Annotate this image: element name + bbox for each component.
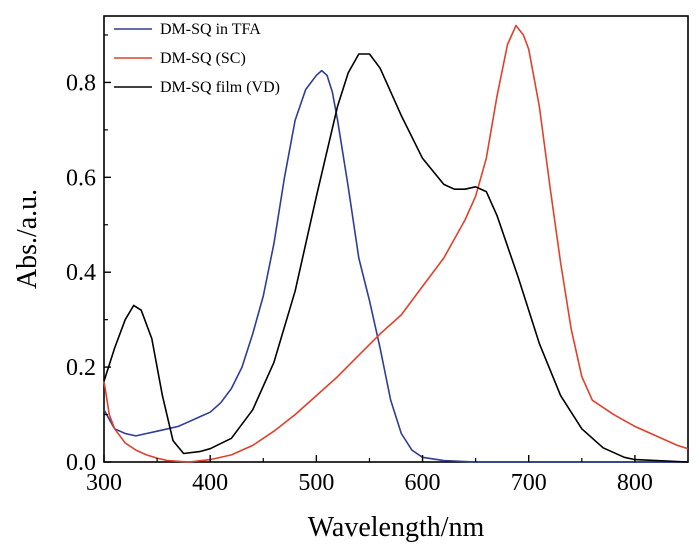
legend: DM-SQ in TFA DM-SQ (SC) DM-SQ film (VD): [114, 21, 280, 96]
y-tick-label: 0.2: [66, 355, 96, 381]
legend-label: DM-SQ film (VD): [160, 79, 280, 96]
legend-label: DM-SQ in TFA: [160, 21, 261, 38]
series-line: [103, 69, 688, 463]
series-layer: [103, 24, 689, 463]
x-tick-label: 800: [617, 470, 653, 496]
series-line: [103, 53, 689, 463]
y-tick-label: 0.8: [66, 70, 96, 96]
y-tick-label: 0.4: [66, 260, 96, 286]
plot-border: [103, 15, 689, 463]
legend-label: DM-SQ (SC): [160, 50, 246, 67]
x-tick-label: 400: [192, 470, 228, 496]
x-tick-label: 600: [405, 470, 441, 496]
x-tick-label: 500: [298, 470, 334, 496]
plot-frame: [103, 15, 689, 463]
y-tick-label: 0.6: [66, 165, 96, 191]
y-tick-label: 0.0: [66, 450, 96, 476]
x-axis-ticks: 300 400 500 600 700 800: [86, 455, 653, 496]
y-axis-ticks: 0.0 0.2 0.4 0.6 0.8: [66, 34, 111, 476]
x-tick-label: 300: [86, 470, 122, 496]
x-tick-label: 700: [511, 470, 547, 496]
x-axis-title: Wavelength/nm: [308, 512, 485, 543]
y-axis-title: Abs./a.u.: [12, 189, 43, 289]
series-line: [103, 24, 689, 463]
